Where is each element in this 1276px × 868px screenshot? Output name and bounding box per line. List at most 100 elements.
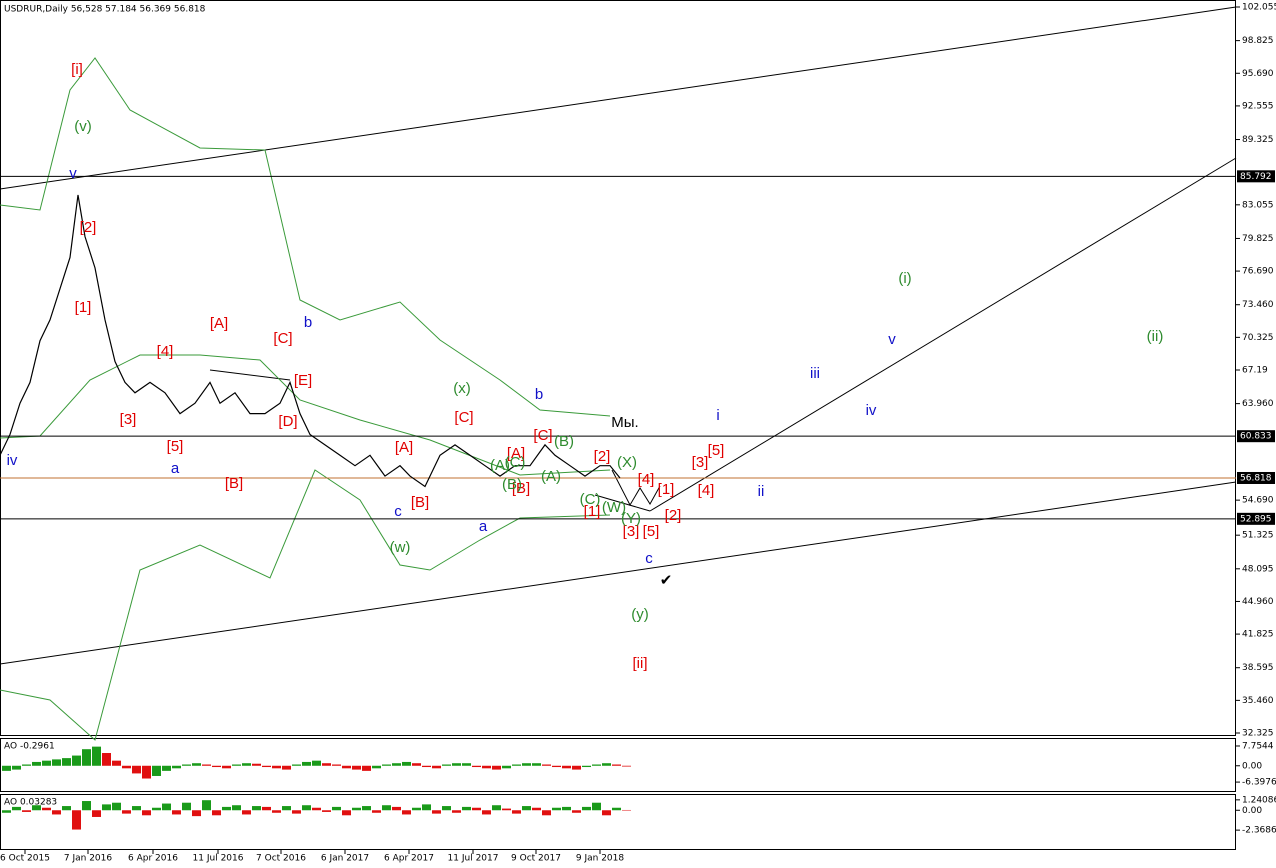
x-tick-label: 6 Apr 2016 [128,854,178,864]
ao-bar [42,760,51,766]
y-tick-label: 70.325 [1242,333,1274,343]
ao-bar [552,765,561,768]
y-tick-label: 0.00 [1242,761,1262,771]
wave-label: c [394,503,402,520]
ao-bar [52,810,61,815]
y-tick-label: -2.36862 [1242,826,1276,836]
wave-label: a [171,460,180,477]
ao-bar [272,765,281,769]
level-box [1237,430,1275,443]
y-tick-label: 95.690 [1242,69,1274,79]
ao-bar [442,764,451,766]
wave-label: [3] [692,454,709,471]
ao-bar [312,760,321,766]
wave-label: iv [7,452,18,469]
ao-bar [452,763,461,766]
ao-bar [192,763,201,766]
wave-label: v [888,331,896,348]
wave-label: (Y) [621,510,641,527]
ao-bar [612,807,621,811]
ao-bar [372,765,381,769]
ao-bar [172,810,181,815]
wave-label: [ii] [633,655,648,672]
ao-bar [262,806,271,811]
ao-bar [142,810,151,816]
envelopes [0,57,611,741]
ao-bar [2,765,11,771]
wave-label: (A) [490,457,510,474]
ao-bar [542,810,551,816]
ao-bar [252,763,261,766]
ao-bar [102,804,111,811]
ao-bar [462,763,471,766]
ao-bar [502,808,511,811]
wave-label: (x) [453,380,471,397]
ao-bar [512,810,521,814]
wave-label: [4] [157,343,174,360]
ao-bar [22,810,31,812]
wave-label: [B] [225,475,243,492]
ao-bar [302,805,311,811]
x-tick-label: 7 Oct 2016 [256,854,306,864]
wave-label: [2] [80,219,97,236]
wave-label: [D] [278,413,297,430]
ao-frame [0,794,1236,850]
y-tick-label: 73.460 [1242,300,1274,310]
ao-bar [112,760,121,766]
wave-label: i [716,407,719,424]
wave-label: [1] [584,503,601,520]
wave-label: (C) [505,454,526,471]
ao-bar [202,764,211,766]
ao-bar [12,765,21,770]
ao-bar [262,765,271,768]
ao-bar [592,802,601,811]
ao-bar [272,810,281,813]
wave-label: v [69,165,77,182]
ao-bar [382,805,391,811]
ao-bar [582,806,591,811]
y-tick-label: 54.690 [1242,496,1274,506]
ao-bar [192,810,201,817]
ao-bar [402,761,411,766]
wave-label: [B] [411,494,429,511]
wave-label: ii [758,483,765,500]
ao-bar [372,810,381,813]
wave-label: (ii) [1147,328,1164,345]
y-tick-label: 38.595 [1242,663,1274,673]
x-tick-label: 6 Jan 2017 [321,854,369,864]
ao-bar [132,806,141,811]
y-tick-label: 102.055 [1242,2,1276,12]
ao-bar [312,807,321,811]
y-tick-label: 92.555 [1242,101,1274,111]
ao-bar [232,805,241,811]
ao-bar [2,810,11,813]
ao-bar [602,763,611,766]
ao-bar [362,765,371,771]
wave-label: (B) [554,433,574,450]
ao-bar [342,765,351,769]
ao-bar [572,810,581,813]
wave-label: (X) [617,454,637,471]
wave-label: ✔ [660,572,673,589]
ao-bar [112,802,121,811]
wave-label: [A] [210,315,228,332]
y-tick-label: 48.095 [1242,564,1274,574]
ao-bar [72,810,81,830]
wave-label: a [479,518,488,535]
x-tick-label: 6 Apr 2017 [384,854,434,864]
x-tick-label: 11 Jul 2017 [448,854,499,864]
ao-bar [592,764,601,766]
ao-bar [92,746,101,766]
ao-bar [322,810,331,812]
wave-label: (w) [390,539,411,556]
ao-bar [532,763,541,766]
wave-label: (B) [502,476,522,493]
ao-bar [152,765,161,776]
ao-bar [522,763,531,766]
wave-label: [1] [658,481,675,498]
y-tick-label: 89.325 [1242,135,1274,145]
ao-bar [602,810,611,816]
ao-bar [292,810,301,814]
ao-bar [392,763,401,766]
ao-bar [82,801,91,811]
